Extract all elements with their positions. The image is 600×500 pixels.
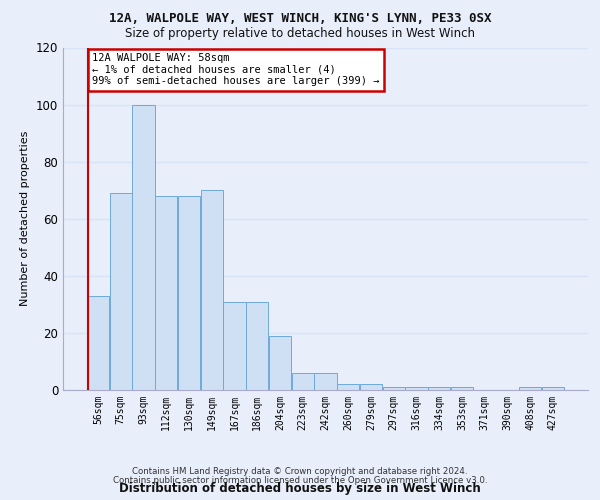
Text: 12A WALPOLE WAY: 58sqm
← 1% of detached houses are smaller (4)
99% of semi-detac: 12A WALPOLE WAY: 58sqm ← 1% of detached … (92, 53, 379, 86)
Bar (178, 196, 200, 390)
Text: Distribution of detached houses by size in West Winch: Distribution of detached houses by size … (119, 482, 481, 495)
Bar (314, 373, 337, 390)
Text: 12A, WALPOLE WAY, WEST WINCH, KING'S LYNN, PE33 0SX: 12A, WALPOLE WAY, WEST WINCH, KING'S LYN… (109, 12, 491, 26)
Y-axis label: Number of detached properties: Number of detached properties (20, 131, 30, 306)
Bar (200, 190, 223, 390)
Bar (87, 296, 109, 390)
Bar (542, 387, 564, 390)
Bar (383, 387, 405, 390)
Bar (360, 384, 382, 390)
Bar (133, 104, 155, 390)
Bar (428, 387, 451, 390)
Text: Size of property relative to detached houses in West Winch: Size of property relative to detached ho… (125, 28, 475, 40)
Bar (155, 196, 178, 390)
Bar (337, 384, 359, 390)
Bar (519, 387, 541, 390)
Bar (246, 302, 268, 390)
Bar (269, 336, 291, 390)
Bar (110, 193, 132, 390)
Bar (406, 387, 428, 390)
Bar (292, 373, 314, 390)
Bar (223, 302, 245, 390)
Bar (451, 387, 473, 390)
Text: Contains public sector information licensed under the Open Government Licence v3: Contains public sector information licen… (113, 476, 487, 485)
Text: Contains HM Land Registry data © Crown copyright and database right 2024.: Contains HM Land Registry data © Crown c… (132, 467, 468, 476)
